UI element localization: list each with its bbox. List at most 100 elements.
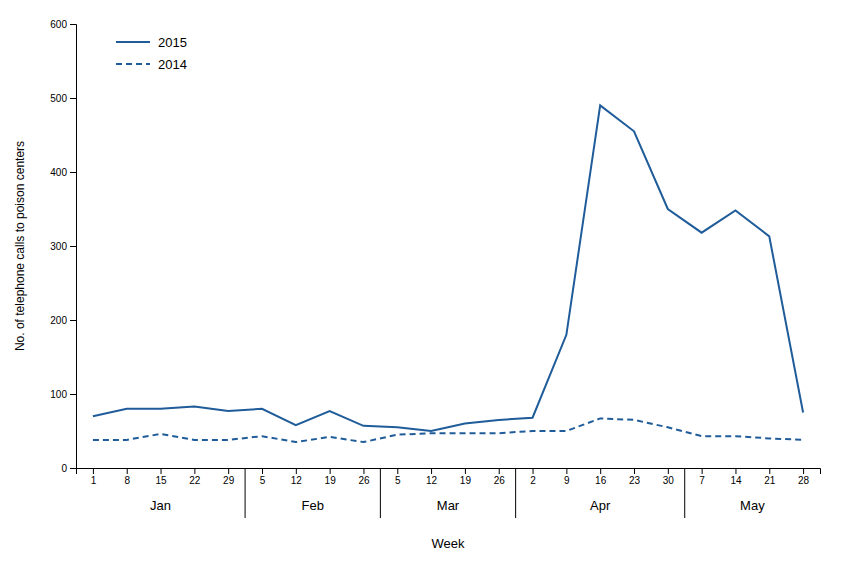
x-tick: 12 [291,468,303,486]
y-tick-label: 500 [50,93,67,104]
lines [93,105,803,442]
x-tick-mark [566,468,567,474]
series-line [93,105,803,431]
x-tick-mark [194,468,195,474]
group-separator [380,468,381,518]
y-tick-label: 300 [50,241,67,252]
x-tick-label: 2 [530,475,536,486]
legend-label: 2014 [158,57,187,72]
x-tick: 15 [155,468,167,486]
x-tick-mark [803,468,804,474]
x-tick: 9 [564,468,570,486]
y-tick-mark [70,246,76,247]
x-tick-label: 14 [730,475,742,486]
x-tick: 14 [730,468,742,486]
x-tick: 19 [325,468,337,486]
x-tick-mark [634,468,635,474]
y-axis: 0 100 200 300 400 500 600 [50,19,76,474]
x-tick-label: 29 [223,475,235,486]
legend: 2015 2014 [116,35,187,72]
x-tick: 28 [798,468,810,486]
y-tick-mark [70,468,76,469]
x-tick-label: 12 [426,475,438,486]
legend-swatch [116,63,150,65]
x-tick: 2 [530,468,536,486]
series-line [93,418,803,442]
x-tick-mark [228,468,229,474]
y-tick: 400 [50,167,76,178]
x-tick: 23 [629,468,641,486]
y-tick-mark [70,320,76,321]
x-axis-line [77,469,821,475]
x-tick: 8 [124,468,130,486]
group-separator [245,468,246,518]
x-tick-label: 12 [291,475,303,486]
x-tick-mark [296,468,297,474]
legend-item: 2015 [116,35,187,50]
x-tick-mark [465,468,466,474]
y-tick-label: 600 [50,19,67,30]
x-tick: 26 [494,468,506,486]
x-tick-label: 16 [595,475,607,486]
x-tick-mark [93,468,94,474]
x-tick: 30 [663,468,675,486]
x-tick-label: 7 [699,475,705,486]
x-tick-label: 5 [260,475,266,486]
y-tick: 0 [61,463,76,474]
y-tick: 500 [50,93,76,104]
x-tick: 21 [764,468,776,486]
category-groups: JanFebMarAprMay [150,468,765,518]
x-tick-mark [127,468,128,474]
x-tick-label: 22 [189,475,201,486]
x-tick-mark [600,468,601,474]
x-tick: 7 [699,468,705,486]
x-tick-mark [161,468,162,474]
x-tick: 16 [595,468,607,486]
x-tick-label: 5 [395,475,401,486]
y-axis-title: No. of telephone calls to poison centers [13,141,27,351]
legend-swatch [116,41,150,43]
x-tick: 19 [460,468,472,486]
group-separator [515,468,516,518]
x-tick-label: 26 [494,475,506,486]
x-tick: 5 [260,468,266,486]
y-tick: 100 [50,389,76,400]
legend-label: 2015 [158,35,187,50]
x-tick-label: 26 [358,475,370,486]
y-tick-label: 0 [61,463,67,474]
y-tick-label: 400 [50,167,67,178]
y-tick-mark [70,98,76,99]
x-tick: 29 [223,468,235,486]
x-tick-label: 23 [629,475,641,486]
group-label: Feb [302,498,324,513]
group-label: Mar [437,498,460,513]
plot: 0100200300400500600181522295121926512192… [13,19,821,551]
y-tick: 200 [50,315,76,326]
x-tick-mark [533,468,534,474]
y-tick-mark [70,394,76,395]
group-label: Jan [150,498,171,513]
y-tick: 300 [50,241,76,252]
x-tick-mark [431,468,432,474]
x-tick-mark [363,468,364,474]
x-tick-mark [769,468,770,474]
x-axis: 1815222951219265121926291623307142128 [77,468,821,486]
x-tick-label: 8 [124,475,130,486]
x-tick-mark [668,468,669,474]
x-tick-mark [735,468,736,474]
group-separator [684,468,685,518]
x-tick-label: 15 [155,475,167,486]
x-tick: 5 [395,468,401,486]
x-tick-mark [397,468,398,474]
legend-item: 2014 [116,57,187,72]
y-tick-label: 200 [50,315,67,326]
x-tick-mark [499,468,500,474]
x-tick-mark [330,468,331,474]
x-tick-mark [702,468,703,474]
x-tick-label: 9 [564,475,570,486]
group-label: Apr [590,498,611,513]
x-tick: 22 [189,468,201,486]
y-tick-label: 100 [50,389,67,400]
x-tick-label: 21 [764,475,776,486]
y-axis-line [70,25,77,469]
